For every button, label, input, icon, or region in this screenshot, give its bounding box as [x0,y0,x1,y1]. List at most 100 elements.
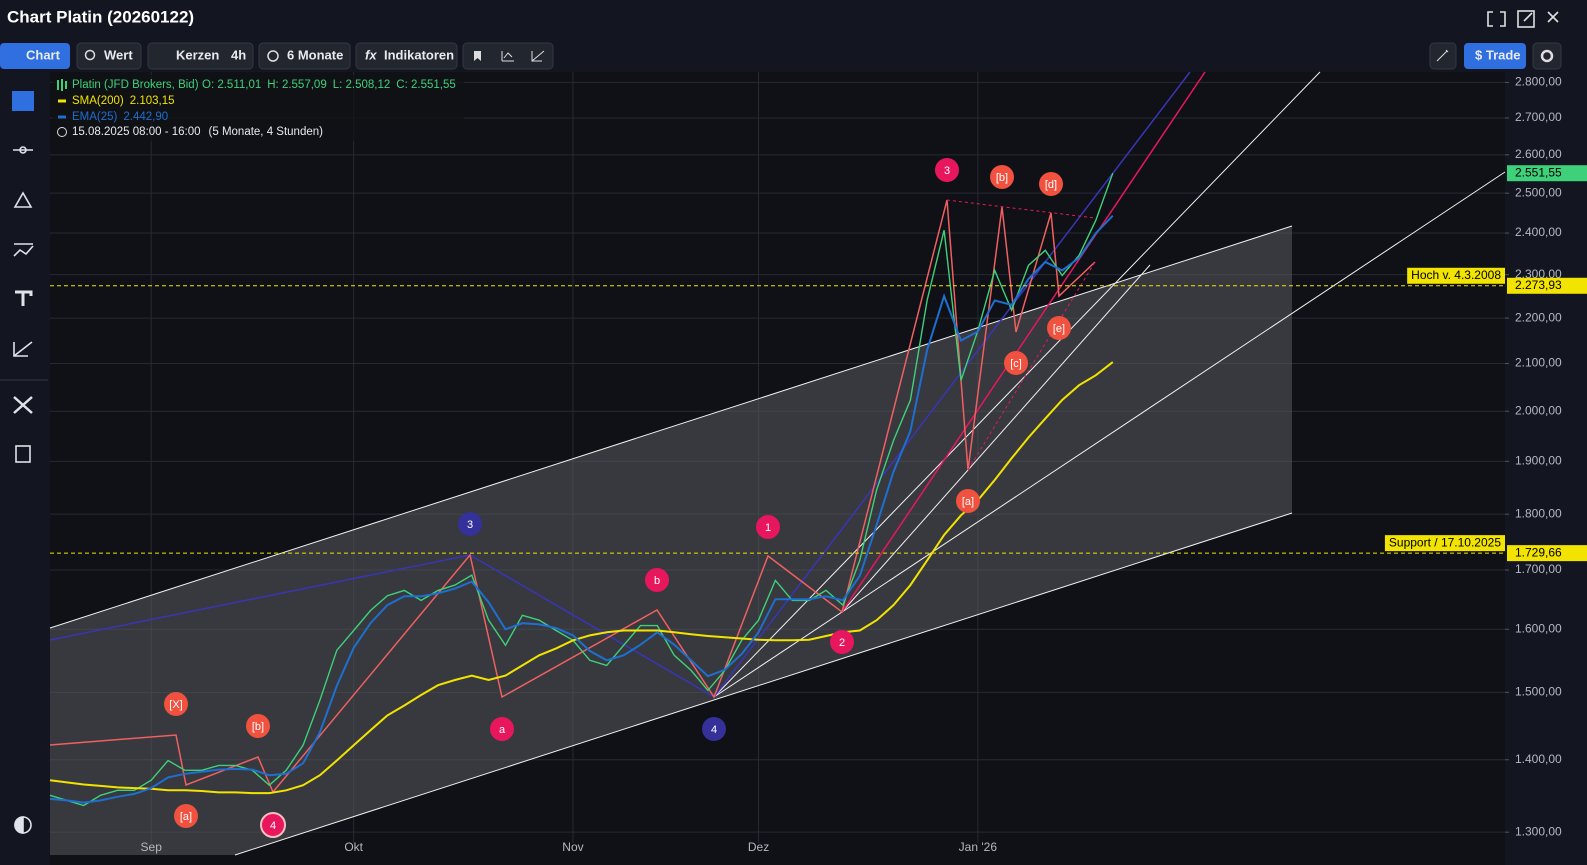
interval-label[interactable]: 4h [231,47,246,62]
wave-label: 3 [467,519,473,531]
tool-icon[interactable] [13,396,33,414]
wave-label: [X] [169,699,182,711]
labels: 1.300,00 1.400,00 1.500,00 1.600,00 1.700,00… [141,75,1587,854]
tool-icon[interactable] [15,290,33,306]
last-price-box [1507,165,1587,182]
wave-label: [b] [996,172,1008,184]
legend-ohlc: O: 2.511,01 [202,79,261,91]
level-name: Support / 17.10.2025 [1389,535,1501,549]
trend-lines [49,71,1506,856]
legend-ohlc: L: 2.508,12 [333,79,391,91]
tool-icon[interactable] [13,341,33,357]
wave-label-marker [458,512,482,536]
chart-button-label[interactable]: Chart [26,47,61,62]
tool-icon[interactable] [13,191,33,208]
legend-period: 15.08.2025 08:00 - 16:00 [72,126,201,138]
legend-swatch [58,99,66,103]
indicators-icon: fx [365,47,377,62]
wave-label-marker [935,158,959,182]
x-tick-label: Dez [748,840,769,854]
wert-button-label[interactable]: Wert [104,47,133,62]
wave-zigzag [49,199,1096,794]
wave-label: [c] [1010,358,1022,370]
y-tick-label: 1.800,00 [1515,506,1562,520]
wave-label: 4 [711,724,717,736]
edit-icon [531,50,545,62]
wave-label-marker [490,717,514,741]
tool-icon[interactable] [13,243,34,257]
legend-ohlc: C: 2.551,55 [396,79,455,91]
wave-guides [946,199,1096,471]
y-tick-label: 2.500,00 [1515,185,1562,199]
trade-button-label[interactable]: $ Trade [1475,47,1521,62]
trade-button[interactable] [1464,43,1526,69]
y-tick-label: 2.200,00 [1515,310,1562,324]
y-tick-label: 2.800,00 [1515,75,1562,89]
sidebar [12,91,34,834]
y-tick-label: 2.400,00 [1515,225,1562,239]
chart-button[interactable] [0,43,70,69]
range-button-label[interactable]: 6 Monate [287,47,343,62]
wave-label: a [499,724,506,736]
kerzen-button-label[interactable]: Kerzen [176,47,219,62]
tool-icon[interactable] [12,91,34,111]
level-name-box [1407,267,1505,284]
legend-ohlc: H: 2.557,09 [267,79,326,91]
y-tick-label: 2.000,00 [1515,403,1562,417]
x-tick-label: Jan '26 [959,840,998,854]
wave-label: [a] [962,496,974,508]
y-tick-label: 1.600,00 [1515,621,1562,635]
tool-icon[interactable] [15,445,31,463]
y-tick-label: 2.700,00 [1515,110,1562,124]
line-icon [501,51,514,62]
legend-series-value: 2.442,90 [123,111,168,123]
wave-label: [e] [1053,323,1065,335]
drawing-tools[interactable] [462,42,554,70]
indicators-button[interactable] [355,42,458,70]
magic-icon [1436,49,1449,62]
wave-label-marker [174,804,198,828]
level-value-label: 1.729,66 [1515,545,1562,559]
y-tick-label: 2.600,00 [1515,147,1562,161]
wave-trend-pink [841,71,1206,613]
wave-label-marker [246,714,270,738]
indicators-button-label[interactable]: Indikatoren [384,47,454,62]
kerzen-button[interactable] [147,42,254,70]
magic-button[interactable] [1429,42,1457,70]
trend-channel [50,226,1292,855]
tool-icon[interactable] [13,146,33,154]
legend-period-note: (5 Monate, 4 Stunden) [209,126,324,138]
legend-series-name: SMA(200) [72,95,124,107]
series-line [49,361,1114,795]
wert-button[interactable] [76,42,142,70]
x-tick-label: Nov [562,840,583,854]
wave-label-marker [645,568,669,592]
wave-label: [b] [252,721,264,733]
y-tick-label: 2.100,00 [1515,356,1562,370]
y-tick-label: 1.500,00 [1515,685,1562,699]
theme-toggle-half [14,816,24,834]
wave-label-marker [830,630,854,654]
y-tick-label: 1.900,00 [1515,454,1562,468]
bookmark-icon [474,51,481,61]
settings-icon [1540,49,1554,63]
series-line [49,172,1114,807]
search-icon [84,49,96,61]
wave-label-marker [1047,316,1071,340]
settings-button[interactable] [1532,42,1562,70]
window-controls[interactable] [1487,10,1559,28]
last-price-label: 2.551,55 [1515,165,1562,179]
y-tick-label: 1.700,00 [1515,562,1562,576]
y-tick-label: 1.400,00 [1515,752,1562,766]
wave-label: 4 [270,820,276,832]
marks [49,172,1505,807]
range-button[interactable] [258,42,351,70]
clock-icon [267,50,279,62]
wave-label-marker [702,717,726,741]
level-value-label: 2.273,93 [1515,278,1562,292]
level-name-box [1384,535,1505,552]
wave-label: [a] [180,811,192,823]
toolbar: Chart Wert Kerzen 4h 6 Monate fx Indikat… [0,42,1562,70]
wave-label: 3 [944,165,950,177]
